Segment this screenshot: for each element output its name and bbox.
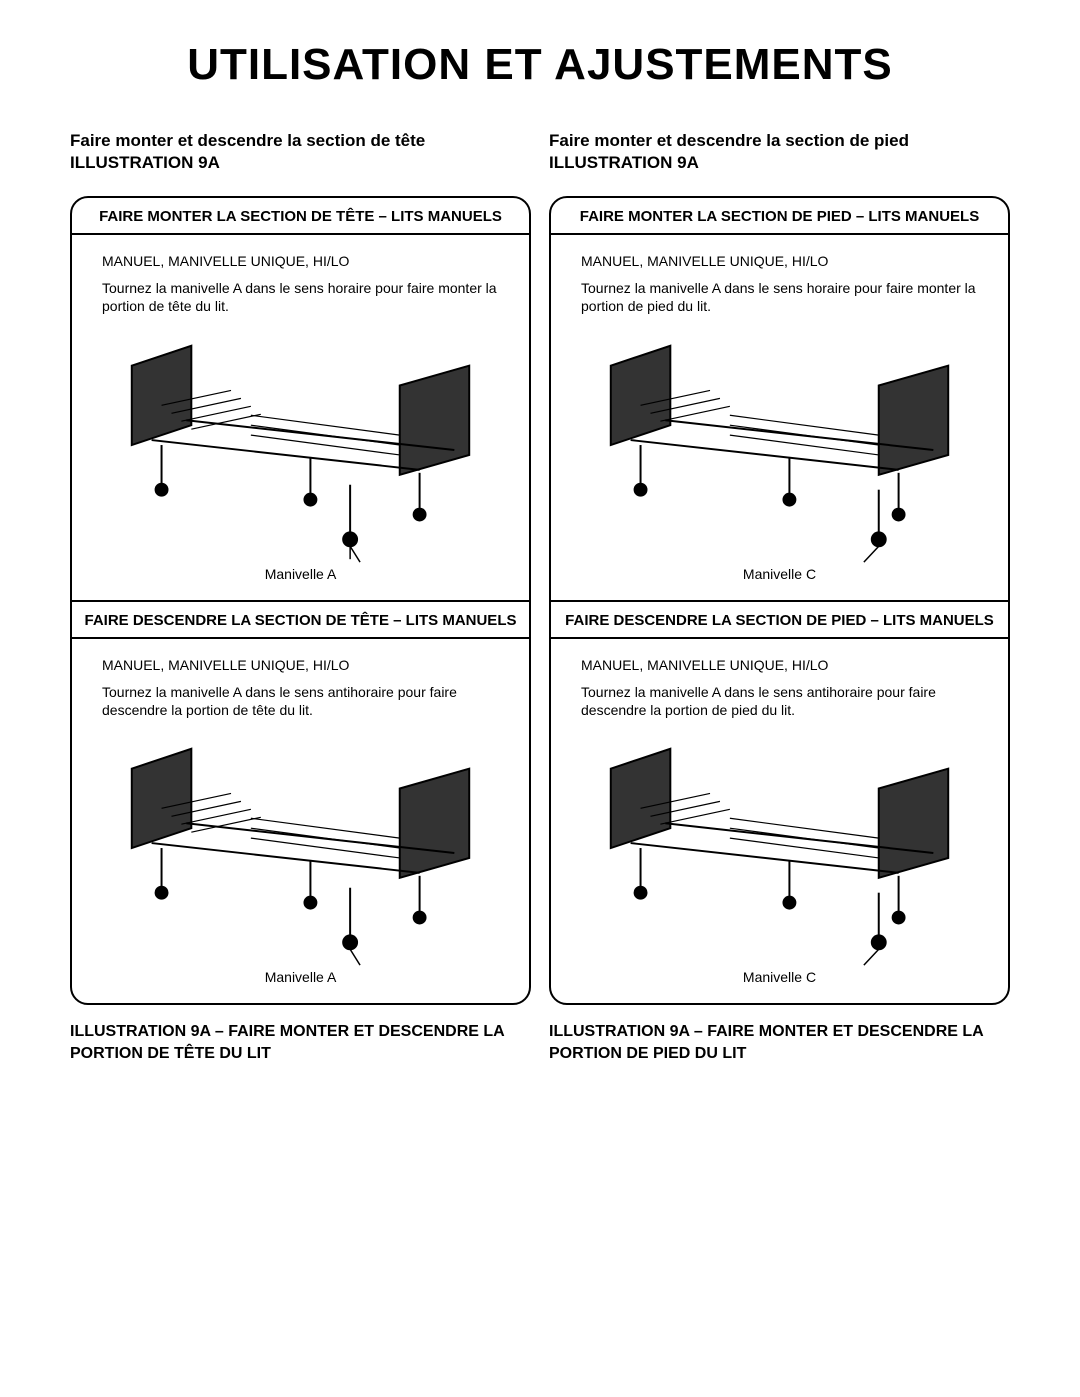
left-top-body: MANUEL, MANIVELLE UNIQUE, HI/LO Tournez … <box>72 235 529 599</box>
left-bottom-instruction: Tournez la manivelle A dans le sens anti… <box>102 683 499 719</box>
left-top-instruction: Tournez la manivelle A dans le sens hora… <box>102 279 499 315</box>
bed-illustration-icon <box>102 733 499 973</box>
bed-diagram <box>102 733 499 973</box>
right-bottom-title: FAIRE DESCENDRE LA SECTION DE PIED – LIT… <box>551 602 1008 639</box>
right-column: Faire monter et descendre la section de … <box>549 130 1010 1064</box>
left-heading: Faire monter et descendre la section de … <box>70 130 531 174</box>
right-bottom-instruction: Tournez la manivelle A dans le sens anti… <box>581 683 978 719</box>
right-caption: ILLUSTRATION 9A – FAIRE MONTER ET DESCEN… <box>549 1021 1010 1064</box>
left-bottom-body: MANUEL, MANIVELLE UNIQUE, HI/LO Tournez … <box>72 639 529 1003</box>
left-column: Faire monter et descendre la section de … <box>70 130 531 1064</box>
bed-illustration-icon <box>581 330 978 570</box>
bed-diagram <box>581 733 978 973</box>
left-panel: FAIRE MONTER LA SECTION DE TÊTE – LITS M… <box>70 196 531 1005</box>
right-bottom-subtitle: MANUEL, MANIVELLE UNIQUE, HI/LO <box>581 657 978 673</box>
right-top-title: FAIRE MONTER LA SECTION DE PIED – LITS M… <box>551 198 1008 235</box>
left-bottom-subtitle: MANUEL, MANIVELLE UNIQUE, HI/LO <box>102 657 499 673</box>
right-top-subtitle: MANUEL, MANIVELLE UNIQUE, HI/LO <box>581 253 978 269</box>
right-bottom-body: MANUEL, MANIVELLE UNIQUE, HI/LO Tournez … <box>551 639 1008 1003</box>
right-panel: FAIRE MONTER LA SECTION DE PIED – LITS M… <box>549 196 1010 1005</box>
right-top-instruction: Tournez la manivelle A dans le sens hora… <box>581 279 978 315</box>
left-bottom-title: FAIRE DESCENDRE LA SECTION DE TÊTE – LIT… <box>72 602 529 639</box>
left-caption: ILLUSTRATION 9A – FAIRE MONTER ET DESCEN… <box>70 1021 531 1064</box>
right-top-body: MANUEL, MANIVELLE UNIQUE, HI/LO Tournez … <box>551 235 1008 599</box>
bed-diagram <box>581 330 978 570</box>
bed-diagram <box>102 330 499 570</box>
two-column-layout: Faire monter et descendre la section de … <box>70 130 1010 1064</box>
left-top-title: FAIRE MONTER LA SECTION DE TÊTE – LITS M… <box>72 198 529 235</box>
left-top-subtitle: MANUEL, MANIVELLE UNIQUE, HI/LO <box>102 253 499 269</box>
bed-illustration-icon <box>102 330 499 570</box>
page-title: UTILISATION ET AJUSTEMENTS <box>70 40 1010 90</box>
manual-page: UTILISATION ET AJUSTEMENTS Faire monter … <box>0 0 1080 1124</box>
bed-illustration-icon <box>581 733 978 973</box>
right-heading: Faire monter et descendre la section de … <box>549 130 1010 174</box>
